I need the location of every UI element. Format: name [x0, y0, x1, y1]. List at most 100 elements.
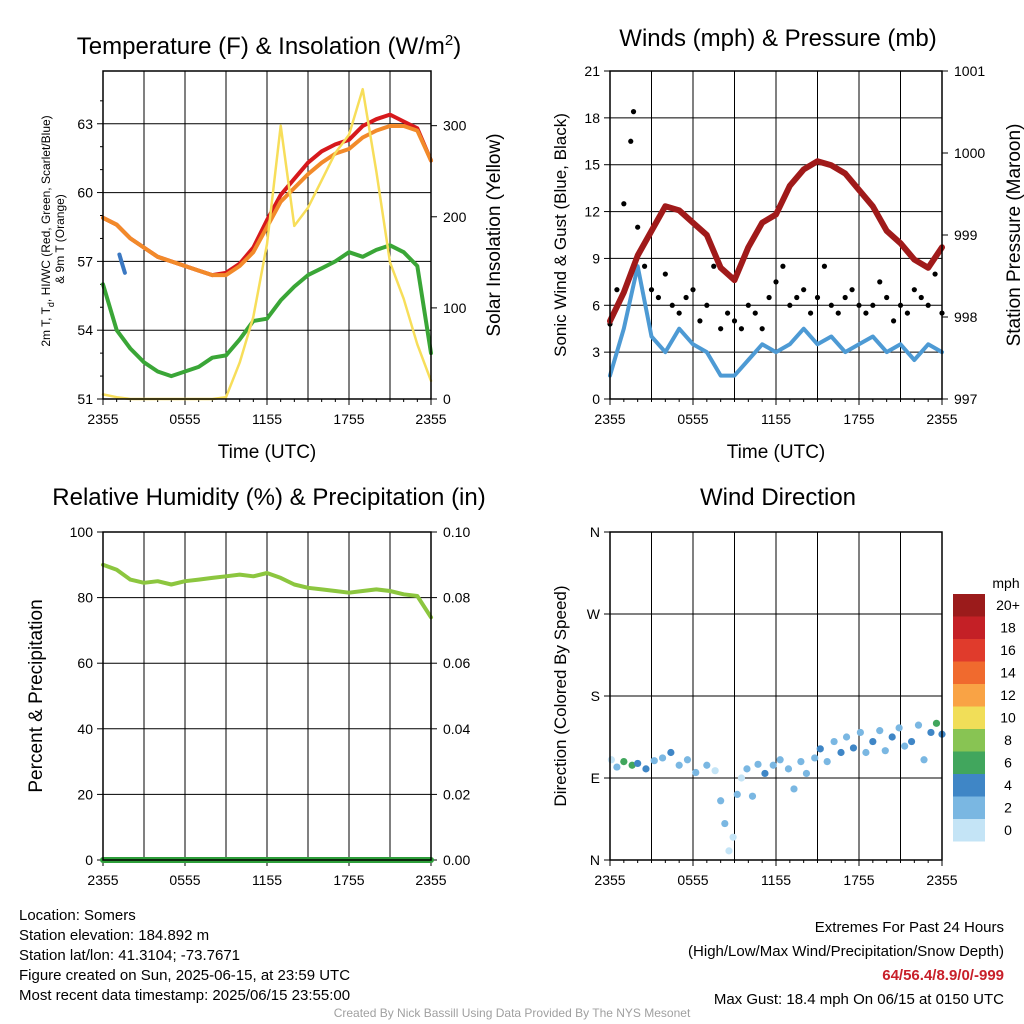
series-hi-wc [117, 252, 127, 275]
series-sonic-wind [608, 264, 944, 378]
y-tick-label: 100 [70, 524, 94, 540]
wind-direction-point [849, 744, 858, 752]
y-axis-label: Percent & Precipitation [26, 599, 47, 792]
panel-4: N E S W N 2355 0555 1155 1755 2355 Wind Direction D… [551, 484, 1020, 888]
max-gust-text: Max Gust: 18.4 mph On 06/15 at 0150 UTC [713, 991, 1004, 1008]
gust-point [856, 302, 862, 308]
gust-point [773, 279, 779, 285]
wind-direction-point [895, 724, 903, 732]
y-axis-label: Direction (Colored By Speed) [551, 585, 570, 806]
gust-point [897, 302, 904, 308]
y-tick-label: 57 [77, 253, 93, 269]
x-tick-label: 0555 [169, 411, 200, 427]
gust-point [863, 310, 869, 316]
wind-direction-point [634, 759, 642, 768]
wind-direction-point [881, 747, 889, 755]
x-tick-label: 2355 [415, 411, 446, 427]
wind-direction-point [862, 748, 870, 757]
gust-point [814, 294, 821, 301]
y2-tick-label: 0.06 [443, 655, 470, 671]
wind-direction-point [737, 774, 746, 782]
extremes-info: Extremes For Past 24 Hours (High/Low/Max… [688, 916, 1004, 1012]
y-tick-label: 20 [77, 786, 93, 802]
colorbar-swatch [953, 616, 985, 639]
gust-point [911, 287, 917, 293]
y-axis-label: 2m T, Td, HI/WC (Red, Green, Scarlet/Blu… [39, 115, 56, 346]
gust-point [877, 279, 883, 285]
wind-direction-point [754, 760, 762, 768]
gust-point [932, 271, 938, 277]
gust-point [738, 326, 745, 332]
gust-point [835, 310, 841, 316]
chart-title: Relative Humidity (%) & Precipitation (i… [52, 484, 485, 511]
gust-point [648, 287, 655, 293]
gust-point [683, 294, 689, 301]
wind-direction-point [692, 768, 700, 777]
x-tick-label: 1155 [761, 411, 791, 427]
gust-point [842, 294, 848, 301]
colorbar-label: 20+ [996, 597, 1020, 613]
gust-point [621, 201, 627, 207]
x-tick-label: 1755 [333, 872, 364, 888]
chart-title: Temperature (F) & Insolation (W/m2) [77, 32, 461, 60]
y-axis-label: Sonic Wind & Gust (Blue, Black) [551, 113, 570, 357]
y-tick-label: 6 [592, 297, 600, 313]
colorbar-label: 16 [1000, 642, 1016, 658]
y-tick-label: 18 [584, 110, 600, 126]
y-tick-label: 60 [77, 185, 93, 201]
wind-direction-point [658, 754, 667, 762]
colorbar-label: 0 [1004, 822, 1012, 838]
colorbar-swatch [953, 639, 985, 662]
gust-point [745, 302, 751, 308]
extremes-values: 64/56.4/8.9/0/-999 [882, 967, 1004, 984]
colorbar-swatch [953, 706, 985, 729]
gust-point [614, 287, 620, 293]
y-tick-label: 40 [77, 721, 93, 737]
wind-direction-point [842, 733, 851, 741]
y2-tick-label: 300 [443, 118, 467, 134]
gust-point [794, 294, 800, 301]
y-tick-label: 3 [592, 344, 600, 360]
y-tick-label: 12 [584, 204, 600, 220]
colorbar-swatch [953, 774, 985, 797]
wind-direction-point [830, 737, 838, 746]
wind-direction-point [675, 761, 683, 769]
colorbar-swatch [953, 661, 985, 684]
elevation-text: Station elevation: 184.892 m [19, 927, 210, 944]
gust-point [662, 271, 668, 277]
colorbar-label: 10 [1000, 710, 1016, 726]
y2-tick-label: 999 [954, 227, 978, 243]
y2-tick-label: 200 [443, 209, 467, 225]
x-tick-label: 1155 [761, 872, 791, 888]
gust-point [635, 224, 641, 230]
plot-frame [609, 70, 943, 400]
x-tick-label: 1155 [252, 872, 282, 888]
extremes-subtitle: (High/Low/Max Wind/Precipitation/Snow De… [688, 943, 1004, 960]
wind-direction-point [717, 797, 725, 805]
wind-direction-point [769, 761, 777, 769]
series-td [101, 243, 433, 379]
wind-direction-point [620, 758, 628, 766]
location-text: Location: Somers [19, 907, 136, 924]
wind-direction-point [776, 756, 784, 764]
gust-point [807, 310, 814, 316]
x-tick-label: 2355 [594, 872, 625, 888]
gust-point [641, 263, 648, 269]
wind-direction-point [823, 758, 831, 766]
y-tick-label: 63 [77, 116, 93, 132]
wind-direction-point [721, 819, 729, 828]
x-tick-label: 1755 [333, 411, 364, 427]
x-tick-label: 1755 [843, 872, 874, 888]
gust-point [925, 302, 931, 308]
wind-direction-point [650, 757, 658, 765]
y-tick-label: 80 [77, 590, 93, 606]
wind-direction-point [607, 756, 615, 764]
y-tick-label: W [587, 606, 601, 622]
colorbar-swatch [953, 796, 985, 819]
y-tick-label: N [590, 524, 600, 540]
colorbar-label: 6 [1004, 755, 1012, 771]
gust-point [704, 302, 710, 308]
wind-direction-point [784, 765, 793, 773]
colorbar-unit: mph [992, 575, 1019, 591]
